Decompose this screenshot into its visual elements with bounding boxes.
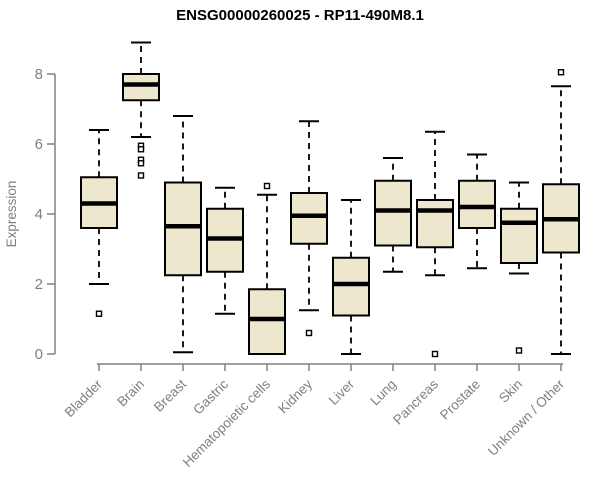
boxplot-brain	[122, 41, 160, 179]
outlier-brain	[137, 172, 145, 179]
y-tick-label: 8	[35, 66, 43, 83]
y-tick-label: 6	[35, 136, 43, 153]
outlier-unknown-other	[557, 69, 565, 76]
boxplot-lung	[374, 157, 412, 273]
outlier-brain	[137, 160, 145, 167]
y-tick-label: 2	[35, 276, 43, 293]
box-liver	[332, 256, 370, 317]
box-pancreas	[416, 199, 454, 249]
outlier-bladder	[95, 310, 103, 317]
boxplot-kidney	[290, 120, 328, 337]
outlier-brain	[137, 146, 145, 153]
x-tick-label-gastric: Gastric	[190, 376, 231, 417]
x-tick-label-prostate: Prostate	[437, 377, 483, 423]
box-skin	[500, 207, 538, 264]
box-brain	[122, 73, 160, 102]
box-prostate	[458, 179, 496, 229]
boxplot-pancreas	[416, 130, 454, 358]
y-tick-label: 0	[35, 346, 43, 363]
x-tick-label-pancreas: Pancreas	[390, 376, 441, 427]
boxplot-unknown-other	[542, 69, 580, 355]
x-tick-label-brain: Brain	[114, 377, 147, 410]
outlier-skin	[515, 347, 523, 354]
x-tick-label-breast: Breast	[151, 376, 189, 414]
outlier-pancreas	[431, 350, 439, 358]
boxplot-gastric	[206, 186, 244, 315]
box-breast	[164, 181, 202, 277]
boxplot-hematopoietic-cells	[248, 182, 286, 355]
boxplot-prostate	[458, 153, 496, 270]
x-tick-label-unknown-other: Unknown / Other	[485, 376, 568, 459]
outlier-hematopoietic-cells	[263, 182, 271, 190]
chart-title: ENSG00000260025 - RP11-490M8.1	[176, 7, 424, 24]
boxplot-skin	[500, 181, 538, 354]
boxplot-breast	[164, 115, 202, 354]
x-tick-label-skin: Skin	[496, 377, 525, 406]
box-lung	[374, 179, 412, 247]
outlier-kidney	[305, 329, 313, 337]
box-hematopoietic-cells	[248, 288, 286, 355]
x-tick-label-liver: Liver	[326, 376, 358, 408]
boxplot-bladder	[80, 129, 118, 317]
x-tick-label-bladder: Bladder	[62, 376, 106, 420]
x-tick-label-lung: Lung	[367, 377, 399, 409]
box-kidney	[290, 192, 328, 245]
y-axis-title: Expression	[4, 181, 19, 248]
y-tick-label: 4	[35, 206, 43, 223]
boxplot-liver	[332, 199, 370, 355]
x-tick-label-kidney: Kidney	[275, 376, 315, 416]
